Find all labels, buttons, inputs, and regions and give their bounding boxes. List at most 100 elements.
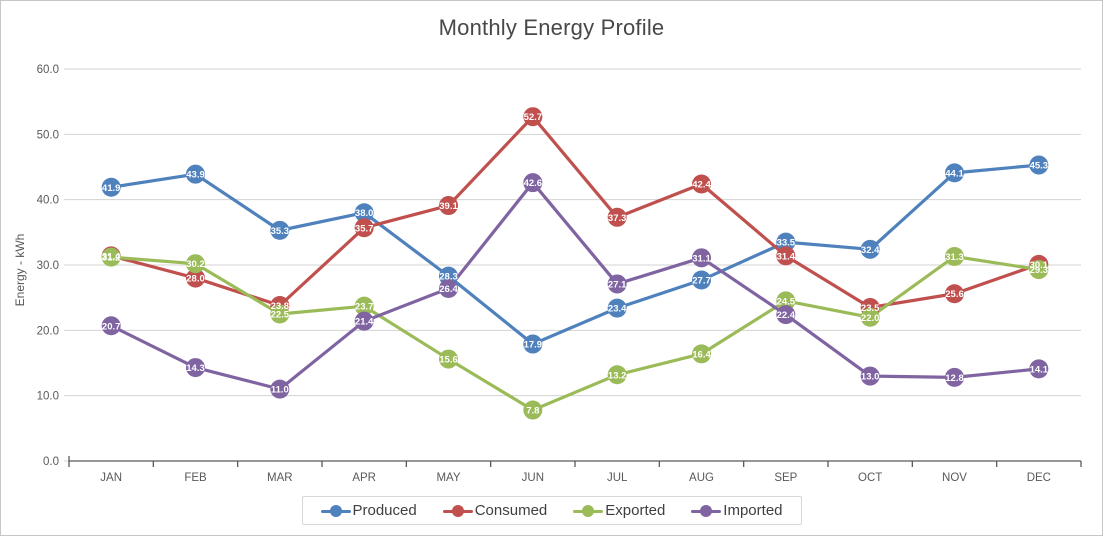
data-point-label: 37.3 [608, 213, 627, 224]
x-tick-label: AUG [689, 472, 714, 484]
data-point-label: 30.1 [1030, 260, 1049, 271]
data-point-marker [1029, 359, 1049, 379]
data-point-label: 43.9 [186, 170, 205, 181]
legend-marker-icon [691, 504, 722, 517]
data-point-label: 25.6 [945, 289, 964, 300]
x-tick-label: MAR [267, 472, 293, 484]
data-point-marker [354, 311, 374, 331]
data-point-marker [101, 177, 121, 197]
data-point-marker [270, 379, 290, 399]
legend-marker-icon [573, 504, 604, 517]
x-tick-label: NOV [942, 472, 967, 484]
data-point-marker [607, 207, 627, 227]
data-point-label: 21.4 [355, 317, 374, 328]
legend-label: Produced [352, 502, 417, 519]
data-point-marker [945, 367, 964, 387]
data-point-label: 31.2 [102, 253, 121, 264]
data-point-label: 11.0 [271, 385, 289, 396]
data-point-marker [945, 247, 964, 267]
x-tick-label: OCT [858, 472, 882, 484]
data-point-label: 22.0 [861, 313, 880, 324]
data-point-label: 29.3 [1030, 265, 1049, 276]
data-point-marker [354, 218, 374, 238]
data-point-label: 7.8 [526, 406, 539, 417]
data-point-label: 13.2 [608, 370, 627, 381]
data-point-marker [776, 305, 796, 325]
data-point-label: 44.1 [945, 168, 964, 179]
data-point-label: 42.4 [692, 179, 711, 190]
data-point-label: 22.4 [777, 310, 796, 321]
data-point-label: 12.8 [945, 373, 964, 384]
legend-item-exported: Exported [573, 502, 665, 519]
legend-item-produced: Produced [320, 502, 417, 519]
data-point-marker [776, 232, 796, 252]
data-point-marker [270, 220, 290, 240]
data-point-marker [354, 296, 374, 316]
data-point-marker [439, 349, 458, 369]
data-point-marker [523, 334, 543, 354]
data-point-label: 42.6 [524, 178, 543, 189]
data-point-label: 17.9 [524, 340, 543, 351]
data-point-label: 28.0 [186, 274, 205, 285]
data-point-marker [186, 254, 205, 274]
data-point-label: 31.4 [777, 251, 796, 262]
y-tick-label: 30.0 [37, 260, 59, 272]
y-tick-label: 0.0 [43, 456, 59, 468]
y-tick-label: 60.0 [37, 64, 59, 76]
data-point-marker [692, 248, 711, 268]
data-point-label: 27.1 [608, 279, 627, 290]
y-tick-label: 50.0 [37, 129, 59, 141]
data-point-label: 24.5 [777, 296, 796, 307]
legend-marker-icon [442, 504, 473, 517]
y-tick-label: 10.0 [37, 391, 59, 403]
data-point-label: 31.1 [692, 253, 711, 264]
data-point-label: 38.0 [355, 208, 374, 219]
x-tick-label: FEB [184, 472, 207, 484]
data-point-label: 26.4 [439, 284, 458, 295]
data-point-marker [607, 365, 627, 385]
x-tick-label: SEP [774, 472, 797, 484]
legend-label: Consumed [474, 502, 548, 519]
data-point-marker [692, 174, 711, 194]
data-point-label: 45.3 [1030, 161, 1049, 172]
data-point-label: 28.3 [439, 272, 458, 283]
data-point-marker [523, 173, 543, 193]
data-point-marker [354, 203, 374, 223]
data-point-marker [1029, 155, 1049, 175]
data-point-label: 22.5 [271, 310, 290, 321]
data-point-label: 52.7 [524, 112, 543, 123]
data-point-label: 35.3 [271, 226, 290, 237]
data-point-label: 23.5 [861, 303, 880, 314]
series-line-imported [109, 181, 1041, 391]
chart-legend: Produced Consumed Exported Imported [301, 496, 802, 525]
data-point-label: 14.3 [186, 363, 205, 374]
data-point-marker [860, 239, 880, 259]
data-point-label: 16.4 [692, 349, 711, 360]
data-point-label: 14.1 [1030, 364, 1049, 375]
data-point-label: 27.7 [692, 276, 711, 287]
data-point-marker [860, 366, 880, 386]
series-line-produced [109, 163, 1041, 346]
data-point-marker [186, 268, 205, 288]
x-tick-label: JUL [607, 472, 628, 484]
data-point-label: 20.7 [102, 321, 121, 332]
data-point-marker [523, 400, 543, 420]
data-point-marker [945, 284, 964, 304]
data-point-label: 23.8 [271, 301, 290, 312]
data-point-label: 15.6 [439, 355, 458, 366]
data-point-marker [607, 274, 627, 294]
data-point-marker [439, 279, 458, 299]
data-point-marker [776, 291, 796, 311]
legend-item-consumed: Consumed [442, 502, 548, 519]
data-point-label: 23.4 [608, 304, 627, 315]
data-point-marker [1029, 260, 1049, 280]
data-point-label: 31.3 [945, 252, 964, 263]
data-point-label: 41.9 [102, 183, 121, 194]
data-point-label: 39.1 [439, 201, 458, 212]
data-point-label: 31.4 [102, 251, 121, 262]
data-point-marker [439, 196, 458, 216]
data-point-marker [945, 163, 964, 183]
data-point-marker [860, 307, 880, 327]
data-point-label: 30.2 [186, 259, 205, 270]
